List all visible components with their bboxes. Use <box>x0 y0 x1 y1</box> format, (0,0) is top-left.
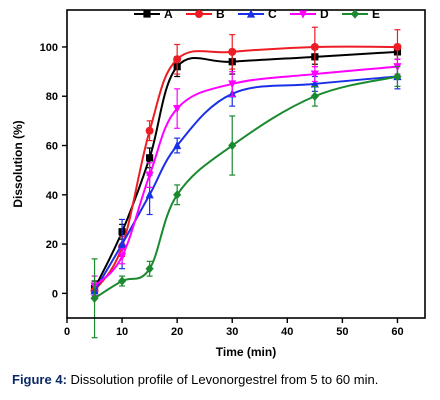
y-tick-label: 100 <box>40 42 58 54</box>
legend-label-B: B <box>216 7 225 21</box>
caption-label: Figure 4: <box>12 372 67 387</box>
y-tick-label: 60 <box>46 141 58 153</box>
data-point <box>310 91 319 101</box>
data-point <box>117 252 127 261</box>
legend-label-D: D <box>320 7 329 21</box>
data-point <box>228 47 237 56</box>
x-tick-label: 50 <box>336 326 348 338</box>
legend-marker-D <box>298 10 308 19</box>
series-D <box>90 58 402 297</box>
x-axis-title: Time (min) <box>216 345 276 359</box>
x-tick-label: 0 <box>64 326 70 338</box>
legend-marker-B <box>195 10 203 18</box>
plot-frame <box>66 9 426 319</box>
data-point <box>228 140 237 151</box>
y-axis-title: Dissolution (%) <box>11 120 25 207</box>
data-point <box>145 264 154 274</box>
data-point <box>90 293 99 303</box>
figure-caption: Figure 4: Dissolution profile of Levonor… <box>12 372 436 387</box>
data-point <box>117 276 127 286</box>
data-point <box>228 80 237 89</box>
series-E <box>90 66 402 339</box>
data-point <box>173 140 182 150</box>
x-tick-label: 40 <box>281 326 293 338</box>
data-point <box>310 42 319 51</box>
y-tick-label: 0 <box>52 288 58 300</box>
legend-label-E: E <box>372 7 380 21</box>
caption-text: Dissolution profile of Levonorgestrel fr… <box>66 372 379 387</box>
legend-label-A: A <box>164 7 173 21</box>
data-point <box>393 42 402 51</box>
dissolution-chart: 0 10 20 30 40 50 60 0 20 40 60 80 100 Time (min) Disso… <box>11 7 426 359</box>
series-line <box>93 65 398 287</box>
data-point <box>310 79 319 88</box>
x-tick-label: 20 <box>171 326 183 338</box>
data-point <box>145 190 154 199</box>
legend-marker-A <box>143 10 151 18</box>
legend-label-C: C <box>268 7 277 21</box>
legend-marker-C <box>246 9 256 18</box>
legend-marker-E <box>350 9 360 19</box>
data-point <box>173 190 182 200</box>
series-line <box>93 45 398 292</box>
series-B <box>90 26 402 299</box>
y-tick-label: 40 <box>46 190 58 202</box>
y-tick-label: 80 <box>46 91 58 103</box>
data-point <box>145 171 154 180</box>
x-tick-label: 60 <box>391 326 403 338</box>
x-tick-label: 30 <box>226 326 238 338</box>
data-point <box>393 71 402 82</box>
data-point <box>173 55 182 64</box>
data-point <box>310 70 319 79</box>
data-point <box>117 239 127 248</box>
y-tick-label: 20 <box>46 239 58 251</box>
data-point <box>145 126 154 135</box>
series-A <box>90 43 402 297</box>
x-tick-label: 10 <box>116 326 128 338</box>
data-point <box>173 104 182 114</box>
data-point <box>146 154 154 162</box>
